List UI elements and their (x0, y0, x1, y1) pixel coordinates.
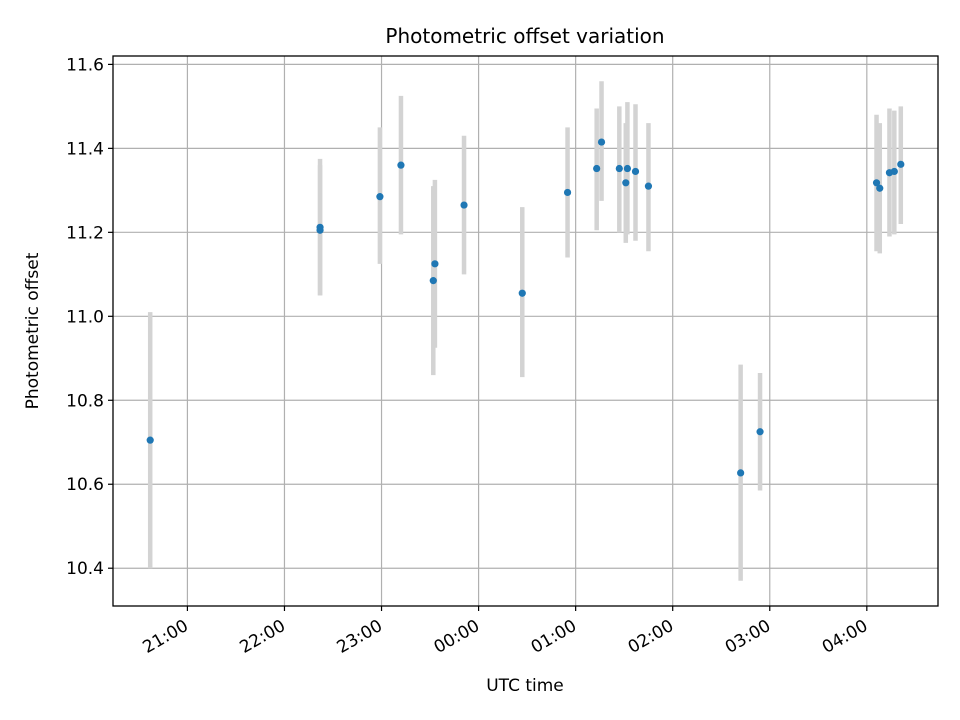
y-tick-label: 10.6 (66, 475, 104, 495)
data-point (593, 164, 601, 173)
data-point (623, 164, 632, 173)
data-point (756, 428, 764, 436)
data-point (431, 260, 439, 268)
data-point (631, 167, 640, 176)
y-tick-label: 11.2 (66, 223, 104, 243)
y-tick-label: 11.4 (66, 139, 104, 159)
data-point (146, 436, 154, 444)
data-point (460, 201, 468, 209)
data-point (622, 179, 630, 187)
data-point (644, 182, 653, 190)
data-point (897, 160, 905, 168)
chart-title: Photometric offset variation (385, 24, 664, 48)
data-point (615, 164, 623, 173)
data-point (876, 184, 884, 192)
plot-frame (112, 55, 939, 607)
y-tick-label: 11.0 (66, 307, 104, 327)
data-point (872, 179, 881, 187)
data-point (397, 161, 405, 169)
data-points (146, 138, 905, 477)
grid (113, 56, 938, 606)
data-point (316, 226, 324, 234)
data-point (429, 277, 437, 285)
x-axis-label: UTC time (486, 676, 564, 696)
y-tick-label: 10.4 (66, 559, 104, 579)
y-tick-label: 10.8 (66, 391, 104, 411)
data-point (376, 193, 384, 201)
data-point (518, 289, 526, 297)
data-point (597, 138, 606, 146)
y-tick-label: 11.6 (66, 55, 104, 75)
data-point (737, 469, 745, 477)
y-axis-label: Photometric offset (23, 252, 43, 409)
data-point (890, 167, 898, 176)
data-point (563, 188, 572, 197)
